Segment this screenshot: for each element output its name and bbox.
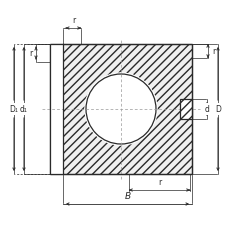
Text: r: r xyxy=(157,177,161,186)
Text: D: D xyxy=(214,105,220,114)
Text: r: r xyxy=(72,16,75,25)
Circle shape xyxy=(86,75,155,144)
Text: r: r xyxy=(211,47,214,56)
Text: d₁: d₁ xyxy=(20,105,28,114)
Text: r: r xyxy=(29,49,32,58)
Text: D₁: D₁ xyxy=(10,105,18,114)
Circle shape xyxy=(85,74,156,145)
Polygon shape xyxy=(49,45,63,174)
Text: d: d xyxy=(204,105,209,114)
Text: B: B xyxy=(124,191,130,200)
Polygon shape xyxy=(50,45,191,174)
Polygon shape xyxy=(179,100,191,120)
